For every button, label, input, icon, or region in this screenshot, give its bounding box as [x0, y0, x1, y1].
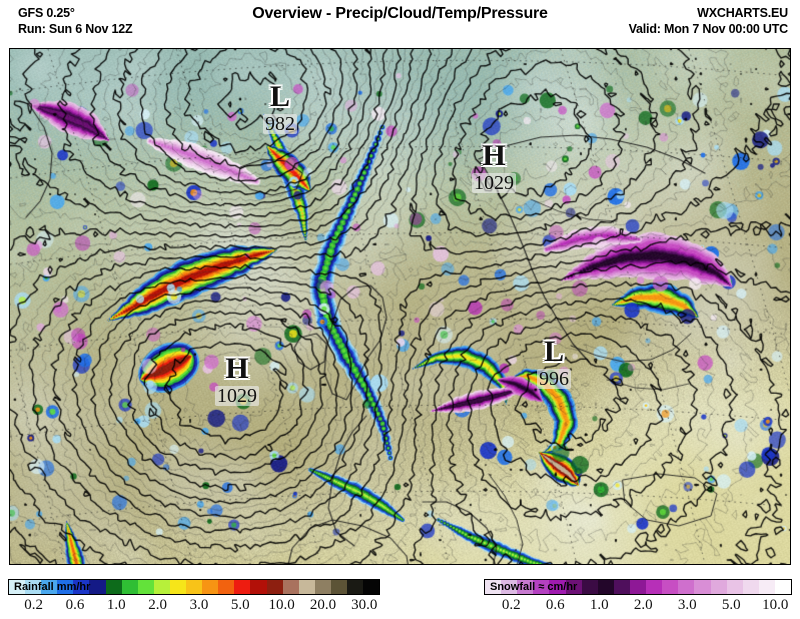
legend-swatch [646, 580, 663, 594]
model-label: GFS 0.25° [18, 6, 75, 20]
legend-swatch [41, 580, 58, 594]
legend-swatch [282, 580, 299, 594]
rainfall-colorbar-swatches [9, 580, 380, 594]
legend-tick: 5.0 [230, 597, 250, 613]
legend-swatch [105, 580, 122, 594]
legend-swatch [218, 580, 235, 594]
legend-swatch [298, 580, 315, 594]
weather-map-canvas[interactable] [10, 49, 790, 564]
legend-swatch [662, 580, 679, 594]
legend-swatch [330, 580, 347, 594]
legend-tick: 0.6 [65, 597, 85, 613]
legend-swatch [169, 580, 187, 594]
chart-header: GFS 0.25° Run: Sun 6 Nov 12Z Overview - … [0, 0, 800, 46]
legend-swatch [533, 580, 550, 594]
legend-swatch [485, 580, 502, 594]
snowfall-colorbar-swatches [485, 580, 792, 594]
rainfall-legend-ticks: 0.2 0.6 1.0 2.0 3.0 5.0 10.0 20.0 30.0 [8, 597, 380, 619]
snowfall-legend: Snowfall ≈ cm/hr 0.2 0.6 1.0 2.0 3.0 5.0 10.0 [484, 579, 792, 619]
legend-swatch [9, 580, 26, 594]
legend-swatch [726, 580, 743, 594]
legend-tick: 0.2 [501, 597, 521, 613]
run-label: Run: Sun 6 Nov 12Z [18, 22, 133, 36]
snowfall-colorbar: Snowfall ≈ cm/hr [484, 579, 792, 595]
legend-swatch [613, 580, 630, 594]
legend-swatch [314, 580, 331, 594]
legend-swatch [25, 580, 42, 594]
legend-swatch [57, 580, 74, 594]
legend-tick: 3.0 [189, 597, 209, 613]
legend-swatch [121, 580, 138, 594]
legend-swatch [565, 580, 582, 594]
legend-swatch [501, 580, 518, 594]
legend-tick: 0.2 [24, 597, 43, 613]
legend-swatch [694, 580, 711, 594]
legend-swatch [73, 580, 90, 594]
brand-label: WXCHARTS.EU [697, 6, 788, 20]
legend-swatch [250, 580, 267, 594]
rainfall-colorbar: Rainfall mm/hr [8, 579, 380, 595]
snowfall-legend-caption: Snowfall ≈ cm/hr [490, 581, 578, 593]
legend-swatch [186, 580, 203, 594]
legend-swatch [202, 580, 219, 594]
legend-tick: 3.0 [677, 597, 697, 613]
rainfall-legend: Rainfall mm/hr 0.2 0.6 1.0 2.0 3.0 5.0 10.0 20.… [8, 579, 380, 619]
legend-swatch [517, 580, 534, 594]
legend-tick: 0.6 [545, 597, 565, 613]
legend-swatch [346, 580, 364, 594]
legend-swatch [678, 580, 695, 594]
legend-tick: 30.0 [351, 597, 378, 613]
page-title: Overview - Precip/Cloud/Temp/Pressure [252, 5, 548, 22]
legend-swatch [597, 580, 614, 594]
legend-tick: 10.0 [762, 597, 789, 613]
valid-label: Valid: Mon 7 Nov 00:00 UTC [628, 22, 789, 36]
legend-swatch [549, 580, 566, 594]
legend-tick: 2.0 [633, 597, 653, 613]
legend-swatch [266, 580, 283, 594]
legend-swatch [774, 580, 792, 594]
legend-swatch [89, 580, 106, 594]
rainfall-legend-caption: Rainfall mm/hr [14, 581, 91, 593]
legend-tick: 1.0 [589, 597, 609, 613]
legend-swatch [363, 580, 380, 594]
legend-swatch [742, 580, 759, 594]
legend-tick: 20.0 [309, 597, 337, 613]
legend-swatch [758, 580, 775, 594]
legend-swatch [153, 580, 170, 594]
legend-swatch [137, 580, 154, 594]
legend-swatch [581, 580, 598, 594]
legend-tick: 5.0 [721, 597, 741, 613]
legend-tick: 2.0 [148, 597, 167, 613]
legend-tick: 10.0 [268, 597, 295, 613]
snowfall-legend-ticks: 0.2 0.6 1.0 2.0 3.0 5.0 10.0 [484, 597, 792, 619]
legend-tick: 1.0 [106, 597, 126, 613]
weather-map[interactable]: L 982 H 1029 H 1029 L 996 [9, 48, 791, 565]
legend-swatch [629, 580, 647, 594]
legend-swatch [710, 580, 727, 594]
legend-swatch [234, 580, 251, 594]
